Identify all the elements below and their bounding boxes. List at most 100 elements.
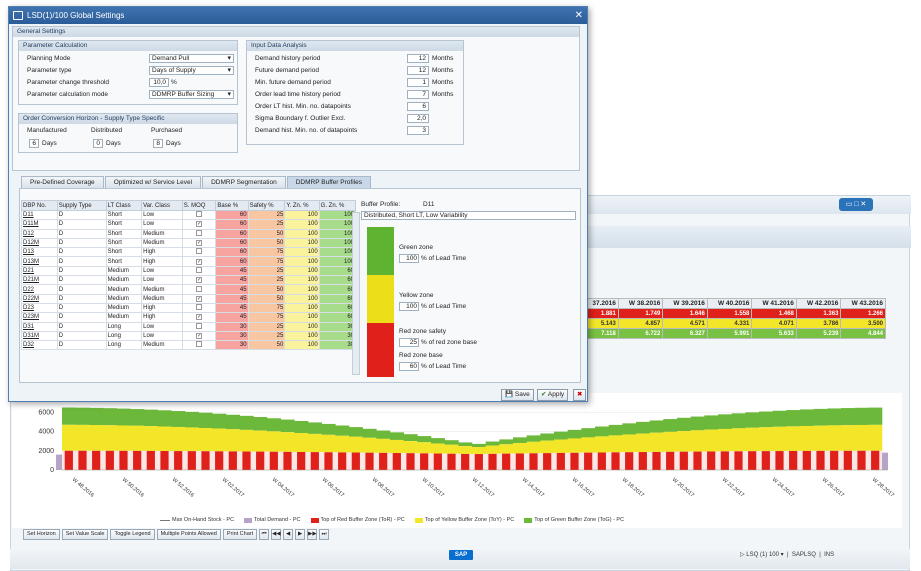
save-button[interactable]: 💾 Save — [501, 389, 534, 401]
purchased-days-input[interactable]: 8 — [153, 139, 163, 148]
column-header[interactable]: Safety % — [247, 200, 286, 211]
input-data-field[interactable]: 1 — [407, 78, 429, 87]
checkbox[interactable] — [196, 285, 203, 292]
moq-checkbox-cell[interactable]: ✓ — [181, 237, 217, 249]
demand-red-bar — [775, 451, 784, 470]
input-data-field[interactable]: 7 — [407, 90, 429, 99]
moq-checkbox-cell[interactable] — [181, 209, 217, 221]
buffer-profile-description[interactable]: Distributed, Short LT, Low Variability — [361, 211, 576, 220]
checkbox[interactable]: ✓ — [196, 277, 203, 284]
change-threshold-input[interactable]: 10,0 — [149, 78, 169, 87]
window-controls[interactable]: ▭ □ ✕ — [839, 198, 873, 211]
calculation-mode-select[interactable]: DDMRP Buffer Sizing — [149, 90, 234, 99]
table-row[interactable]: D23M D Medium High ✓ 45 75 100 60 — [21, 312, 357, 323]
tab-ddmrp-buffer-profiles[interactable]: DDMRP Buffer Profiles — [286, 176, 371, 188]
tab-optimized-service-level[interactable]: Optimized w/ Service Level — [104, 176, 202, 188]
table-row[interactable]: D11M D Short Low ✓ 60 25 100 100 — [21, 219, 357, 230]
previous-page-icon[interactable]: ◀◀ — [271, 529, 282, 540]
checkbox[interactable]: ✓ — [196, 221, 203, 228]
column-header[interactable]: LT Class — [105, 200, 143, 211]
toggle-legend-button[interactable]: Toggle Legend — [110, 529, 155, 540]
checkbox[interactable]: ✓ — [196, 295, 203, 302]
set-value-scale-button[interactable]: Set Value Scale — [61, 529, 109, 540]
last-page-icon[interactable]: ⏭ — [319, 529, 330, 540]
table-row[interactable]: D21M D Medium Low ✓ 45 25 100 60 — [21, 275, 357, 286]
tab-ddmrp-segmentation[interactable]: DDMRP Segmentation — [202, 176, 286, 188]
table-row[interactable]: D11 D Short Low 60 25 100 100 — [21, 209, 357, 221]
moq-checkbox-cell[interactable]: ✓ — [181, 330, 217, 342]
moq-checkbox-cell[interactable] — [181, 228, 217, 239]
input-data-unit: Months — [432, 55, 454, 62]
checkbox[interactable] — [196, 341, 203, 348]
distributed-days-input[interactable]: 0 — [93, 139, 103, 148]
demand-red-bar — [92, 450, 101, 470]
moq-checkbox-cell[interactable]: ✓ — [181, 312, 217, 323]
table-row[interactable]: D13M D Short High ✓ 60 75 100 100 — [21, 256, 357, 267]
input-data-field[interactable]: 12 — [407, 66, 429, 75]
table-cell: Medium — [105, 265, 143, 277]
manufactured-days-input[interactable]: 6 — [29, 139, 39, 148]
checkbox[interactable]: ✓ — [196, 258, 203, 265]
column-header[interactable]: G. Zn. % — [318, 200, 357, 211]
table-row[interactable]: D12M D Short Medium ✓ 60 50 100 100 — [21, 237, 357, 249]
apply-button[interactable]: ✔ Apply — [537, 389, 569, 401]
column-header[interactable]: Supply Type — [56, 200, 107, 211]
checkbox[interactable]: ✓ — [196, 333, 203, 339]
table-scrollbar[interactable] — [352, 212, 360, 375]
moq-checkbox-cell[interactable] — [181, 340, 217, 351]
cancel-icon[interactable]: ✖ — [573, 389, 587, 401]
table-row[interactable]: D31 D Long Low 30 25 100 30 — [21, 321, 357, 332]
table-row[interactable]: D32 D Long Medium 30 50 100 30 — [21, 340, 357, 351]
checkbox[interactable]: ✓ — [196, 314, 203, 321]
input-data-field[interactable]: 3 — [407, 126, 429, 135]
table-row[interactable]: D13 D Short High 60 75 100 100 — [21, 247, 357, 258]
next-icon[interactable]: ▶ — [295, 529, 306, 540]
moq-checkbox-cell[interactable] — [181, 247, 217, 258]
red-base-input[interactable]: 60 — [399, 362, 419, 371]
print-chart-button[interactable]: Print Chart — [222, 529, 258, 540]
moq-checkbox-cell[interactable]: ✓ — [181, 219, 217, 230]
set-horizon-button[interactable]: Set Horizon — [23, 529, 60, 540]
column-header[interactable]: DBP No. — [21, 200, 58, 211]
checkbox[interactable] — [196, 304, 203, 311]
close-icon[interactable]: ✕ — [574, 10, 583, 21]
column-header[interactable]: Base % — [215, 200, 249, 211]
checkbox[interactable] — [196, 322, 203, 329]
planning-mode-select[interactable]: Demand Pull — [149, 54, 234, 63]
first-page-icon[interactable]: ⏮ — [259, 529, 270, 540]
checkbox[interactable] — [196, 211, 203, 218]
column-header[interactable]: Y. Zn. % — [284, 200, 320, 211]
input-data-field[interactable]: 6 — [407, 102, 429, 111]
table-row[interactable]: D22 D Medium Medium 45 50 100 60 — [21, 284, 357, 295]
table-row[interactable]: D23 D Medium High 45 75 100 60 — [21, 302, 357, 314]
moq-checkbox-cell[interactable] — [181, 302, 217, 314]
moq-checkbox-cell[interactable] — [181, 265, 217, 277]
moq-checkbox-cell[interactable]: ✓ — [181, 256, 217, 267]
checkbox[interactable] — [196, 266, 203, 273]
table-row[interactable]: D21 D Medium Low 45 25 100 60 — [21, 265, 357, 277]
input-data-field[interactable]: 12 — [407, 54, 429, 63]
column-header[interactable]: S. MOQ — [181, 200, 217, 211]
moq-checkbox-cell[interactable] — [181, 284, 217, 295]
previous-icon[interactable]: ◀ — [283, 529, 294, 540]
moq-checkbox-cell[interactable] — [181, 321, 217, 332]
table-row[interactable]: D22M D Medium Medium ✓ 45 50 100 60 — [21, 293, 357, 304]
red-safety-input[interactable]: 25 — [399, 338, 419, 347]
multiple-points-button[interactable]: Multiple Points Allowed — [156, 529, 221, 540]
next-page-icon[interactable]: ▶▶ — [307, 529, 318, 540]
table-row[interactable]: D12 D Short Medium 60 50 100 100 — [21, 228, 357, 239]
green-zone-input[interactable]: 100 — [399, 254, 419, 263]
input-data-field[interactable]: 2,0 — [407, 114, 429, 123]
moq-checkbox-cell[interactable]: ✓ — [181, 293, 217, 304]
checkbox[interactable] — [196, 229, 203, 236]
column-header[interactable]: Var. Class — [141, 200, 183, 211]
parameter-type-select[interactable]: Days of Supply — [149, 66, 234, 75]
moq-checkbox-cell[interactable]: ✓ — [181, 275, 217, 286]
yellow-zone-input[interactable]: 100 — [399, 302, 419, 311]
general-settings-group: General Settings Parameter Calculation P… — [12, 26, 580, 171]
tab-predefined-coverage[interactable]: Pre-Defined Coverage — [21, 176, 104, 188]
checkbox[interactable]: ✓ — [196, 240, 203, 247]
table-row[interactable]: D31M D Long Low ✓ 30 25 100 30 — [21, 330, 357, 342]
checkbox[interactable] — [196, 248, 203, 255]
green-zone-bar — [513, 437, 527, 444]
